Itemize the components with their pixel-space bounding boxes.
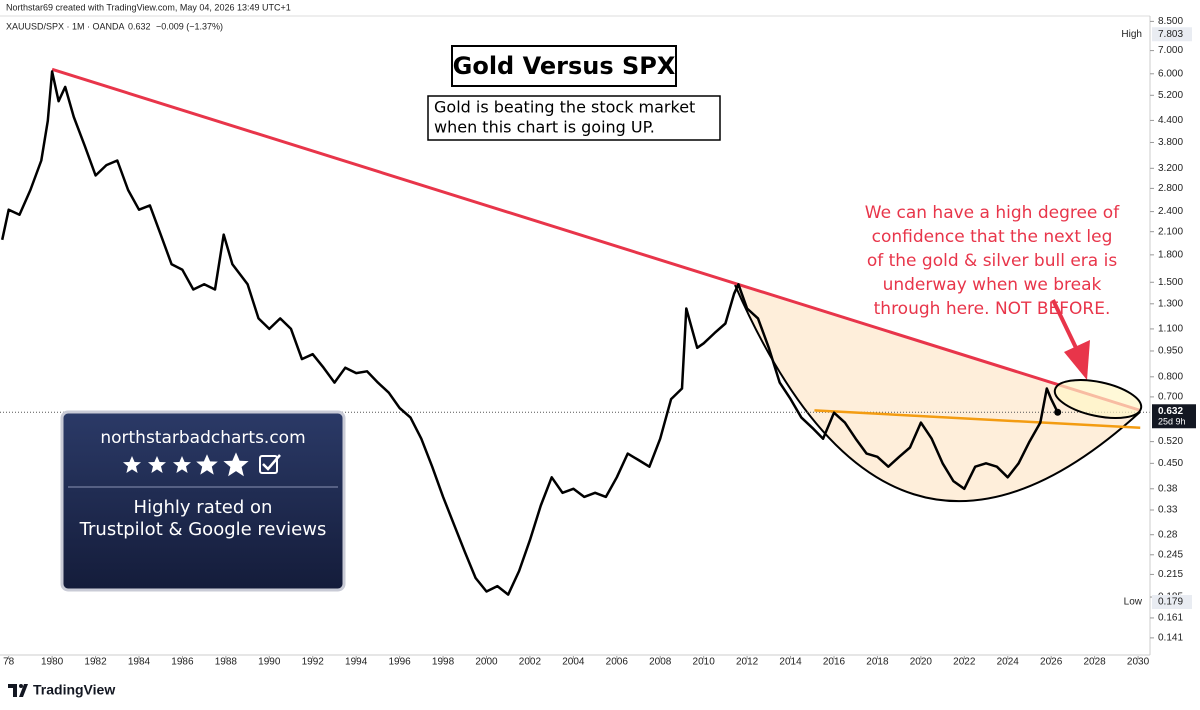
y-tick-label: 6.000 [1158, 68, 1183, 79]
trendline [51, 67, 1141, 412]
y-tick-label: 4.400 [1158, 115, 1183, 126]
y-tick-label: 3.800 [1158, 137, 1183, 148]
high-value-box [1152, 27, 1192, 42]
subtitle: when this chart is going UP. [434, 118, 655, 137]
y-tick-label: 0.28 [1158, 529, 1178, 540]
x-tick-label: 2020 [910, 657, 933, 668]
symbol: XAUUSD/SPX · 1M · OANDA [6, 21, 125, 31]
y-tick-label: 0.245 [1158, 549, 1183, 560]
logo-icon [8, 684, 28, 697]
subtitle-box [427, 95, 721, 141]
x-tick-label: 1984 [128, 657, 151, 668]
x-tick-label: 2026 [1040, 657, 1063, 668]
x-tick-label: 2000 [475, 657, 498, 668]
y-tick-label: 2.400 [1158, 206, 1183, 217]
x-tick-label: 2018 [866, 657, 889, 668]
y-tick-label: 1.300 [1158, 298, 1183, 309]
x-tick-label: 2022 [953, 657, 976, 668]
y-tick-label: 0.700 [1158, 392, 1183, 403]
x-tick-label: 1996 [388, 657, 411, 668]
cup-arc [734, 284, 1141, 503]
trendline [814, 409, 1141, 430]
change: −0.009 (−1.37%) [156, 21, 223, 31]
x-tick-label: 1982 [84, 657, 107, 668]
check-mark [262, 454, 281, 471]
annotation: We can have a high degree of confidence … [865, 203, 1120, 380]
last-price: 0.632 [128, 21, 151, 31]
x-tick-label: 2002 [519, 657, 542, 668]
x-tick-label: 2024 [997, 657, 1020, 668]
y-tick-label: 1.100 [1158, 324, 1183, 335]
x-tick-label: 2012 [736, 657, 759, 668]
y-tick-label: 0.38 [1158, 483, 1178, 494]
cup-fill [735, 285, 1140, 502]
breakout-ellipse [1053, 379, 1143, 419]
x-tick-label: 2030 [1127, 657, 1150, 668]
low-value: 0.179 [1158, 597, 1183, 608]
x-tick-label: 1994 [345, 657, 368, 668]
credit: Northstar69 created with TradingView.com… [6, 2, 291, 12]
chart-title: Gold Versus SPX [453, 52, 676, 80]
arrow-shaft [1051, 299, 1080, 353]
badge-line: Trustpilot & Google reviews [79, 519, 327, 540]
badge-line: Highly rated on [134, 497, 273, 518]
x-tick-label: 1990 [258, 657, 281, 668]
low-label: Low [1124, 597, 1143, 608]
y-tick-label: 1.800 [1158, 249, 1183, 260]
y-tick-label: 0.215 [1158, 569, 1183, 580]
x-tick-label: 2014 [779, 657, 802, 668]
low-value-box [1152, 594, 1192, 609]
stars [123, 452, 249, 477]
last-price-label: 0.632 [1158, 406, 1183, 417]
y-tick-label: 2.800 [1158, 183, 1183, 194]
x-tick-label: 2016 [823, 657, 846, 668]
y-tick-label: 8.500 [1158, 16, 1183, 27]
subtitle: Gold is beating the stock market [434, 98, 695, 117]
high-value: 7.803 [1158, 29, 1183, 40]
annotation-line: confidence that the next leg [872, 227, 1113, 247]
plot-area [0, 67, 1150, 596]
title-box [451, 45, 677, 87]
logo: TradingView [8, 682, 115, 698]
y-tick-label: 7.000 [1158, 45, 1183, 56]
arrow-head [1064, 340, 1090, 380]
price-line [0, 70, 1059, 596]
x-tick-label: 2028 [1083, 657, 1106, 668]
y-tick-label: 0.450 [1158, 458, 1183, 469]
x-tick-label: 1986 [171, 657, 194, 668]
badge: northstarbadcharts.com Highly rated on T… [60, 410, 346, 592]
last-price-box [1152, 404, 1196, 429]
x-tick-label: 1988 [215, 657, 238, 668]
x-tick-label: 2010 [693, 657, 716, 668]
y-tick-label: 0.950 [1158, 346, 1183, 357]
x-tick-label: 1998 [432, 657, 455, 668]
annotation-line: through here. NOT BEFORE. [874, 299, 1111, 319]
annotation-line: We can have a high degree of [865, 203, 1120, 223]
y-tick-label: 2.100 [1158, 226, 1183, 237]
annotation-line: underway when we break [883, 275, 1102, 295]
check-box [259, 455, 278, 474]
x-tick-label: 2006 [606, 657, 629, 668]
logo-text: TradingView [33, 682, 115, 698]
y-tick-label: 1.500 [1158, 277, 1183, 288]
annotation-line: of the gold & silver bull era is [867, 251, 1117, 271]
y-tick-label: 0.141 [1158, 633, 1183, 644]
y-tick-label: 0.161 [1158, 613, 1183, 624]
y-tick-label: 3.200 [1158, 163, 1183, 174]
x-tick-label: 2004 [562, 657, 585, 668]
x-tick-label: 1992 [302, 657, 325, 668]
last-point [1054, 408, 1062, 416]
y-tick-label: 0.33 [1158, 505, 1178, 516]
y-tick-label: 0.520 [1158, 436, 1183, 447]
y-tick-label: 5.200 [1158, 90, 1183, 101]
y-tick-label: 0.800 [1158, 371, 1183, 382]
x-tick-label: 1980 [41, 657, 64, 668]
x-tick-label: 2008 [649, 657, 672, 668]
badge-site: northstarbadcharts.com [100, 428, 305, 448]
logo-dot [19, 684, 23, 688]
x-tick-label: 78 [3, 657, 15, 668]
high-label: High [1121, 29, 1142, 40]
countdown: 25d 9h [1158, 417, 1186, 427]
